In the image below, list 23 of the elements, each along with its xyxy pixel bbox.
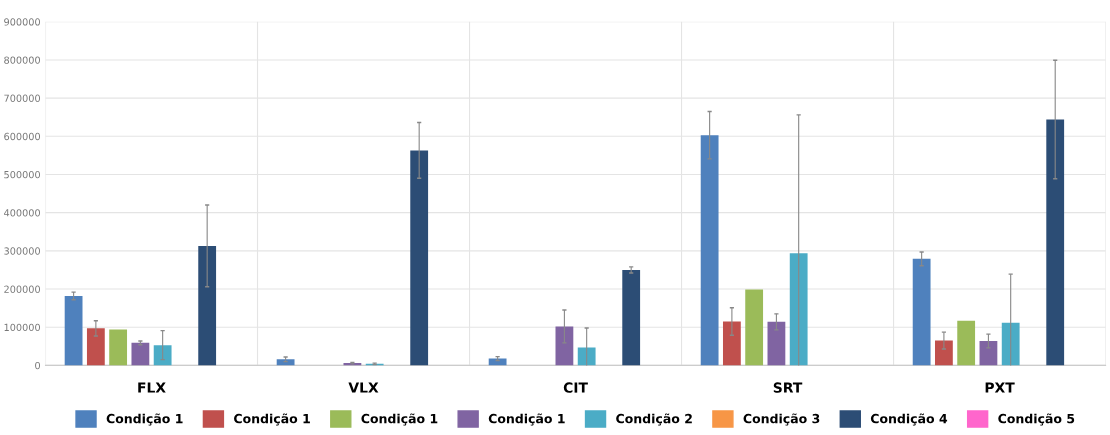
legend-label: Condição 1	[234, 413, 310, 426]
legend-label: Condição 1	[488, 413, 565, 426]
legend-label: Condição 3	[743, 413, 820, 426]
y-tick-label: 400000	[4, 209, 40, 217]
x-tick-label: PXT	[985, 382, 1015, 393]
y-tick-label: 100000	[4, 323, 40, 332]
y-tick-label: 500000	[4, 170, 40, 179]
legend-label: Condição 2	[616, 413, 692, 426]
x-tick-label: SRT	[773, 382, 803, 393]
y-tick-label: 0	[35, 361, 40, 370]
y-tick-label: 900000	[4, 18, 40, 26]
legend-label: Condição 4	[870, 413, 948, 426]
y-tick-label: 600000	[4, 132, 40, 141]
x-tick-label: CIT	[563, 382, 588, 393]
legend-label: Condição 1	[106, 413, 183, 426]
legend-label: Condição 5	[998, 413, 1075, 426]
x-tick-label: FLX	[138, 382, 166, 393]
y-tick-label: 200000	[4, 285, 40, 293]
y-tick-label: 800000	[4, 56, 40, 64]
x-tick-label: VLX	[348, 382, 379, 393]
legend-label: Condição 1	[361, 413, 438, 426]
y-tick-label: 300000	[4, 247, 40, 255]
y-tick-label: 700000	[4, 94, 40, 102]
